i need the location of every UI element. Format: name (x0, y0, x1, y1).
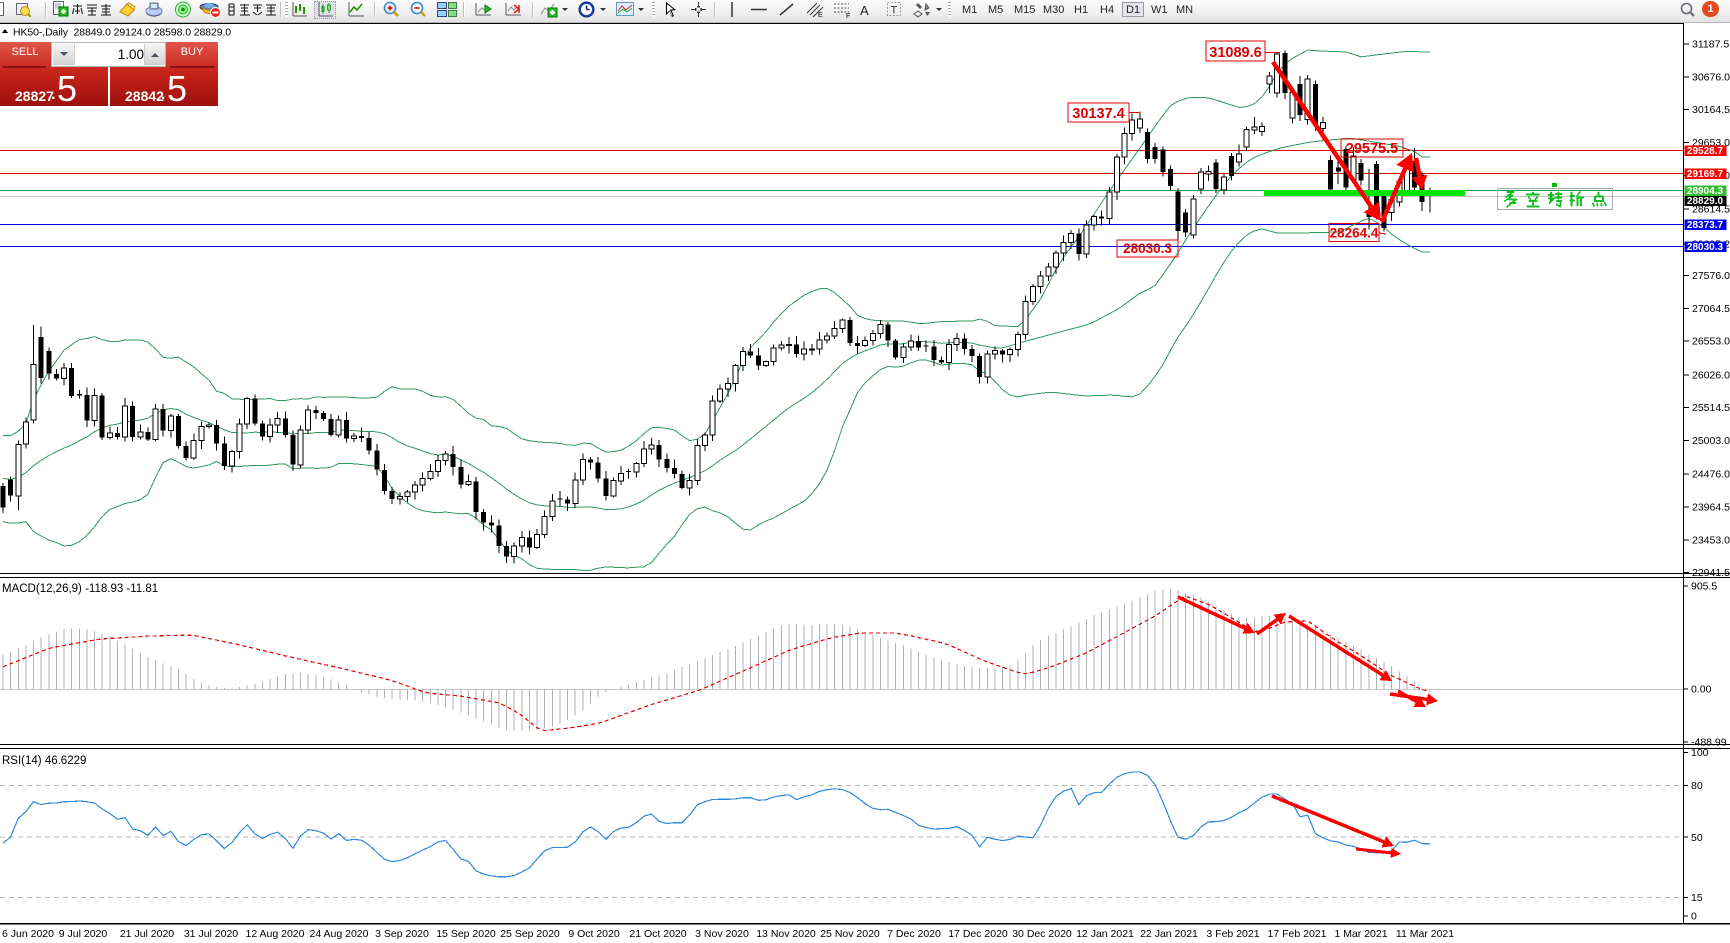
svg-text:HK50-,Daily 28849.0 29124.0 2: HK50-,Daily 28849.0 29124.0 28598.0 2882… (13, 27, 231, 39)
svg-text:100: 100 (1691, 747, 1709, 759)
svg-text:28373.7: 28373.7 (1687, 220, 1724, 231)
svg-text:28614.5: 28614.5 (1692, 203, 1730, 215)
svg-text:26553.0: 26553.0 (1692, 336, 1730, 348)
svg-text:24 Aug 2020: 24 Aug 2020 (310, 928, 369, 940)
svg-text:25 Sep 2020: 25 Sep 2020 (500, 928, 560, 940)
svg-text:7 Dec 2020: 7 Dec 2020 (887, 928, 941, 940)
svg-text:6 Jun 2020: 6 Jun 2020 (2, 928, 54, 940)
svg-text:17 Dec 2020: 17 Dec 2020 (948, 928, 1008, 940)
svg-text:11 Mar 2021: 11 Mar 2021 (1396, 928, 1454, 940)
svg-text:22 Jan 2021: 22 Jan 2021 (1140, 928, 1198, 940)
svg-text:3 Nov 2020: 3 Nov 2020 (695, 928, 749, 940)
svg-text:28829.0: 28829.0 (1687, 196, 1724, 207)
svg-text:E: E (818, 12, 823, 18)
svg-text:31 Jul 2020: 31 Jul 2020 (184, 928, 238, 940)
svg-text:0.00: 0.00 (1691, 684, 1712, 696)
svg-text:15 Sep 2020: 15 Sep 2020 (436, 928, 496, 940)
svg-text:12 Aug 2020: 12 Aug 2020 (246, 928, 305, 940)
svg-text:3 Sep 2020: 3 Sep 2020 (375, 928, 429, 940)
svg-text:28904.3: 28904.3 (1687, 186, 1724, 197)
svg-text:30676.0: 30676.0 (1692, 71, 1730, 83)
svg-text:3 Feb 2021: 3 Feb 2021 (1206, 928, 1259, 940)
svg-text:29169.7: 29169.7 (1687, 169, 1724, 180)
svg-text:30164.5: 30164.5 (1692, 104, 1730, 116)
svg-text:17 Feb 2021: 17 Feb 2021 (1268, 928, 1327, 940)
svg-text:23453.0: 23453.0 (1692, 534, 1730, 546)
svg-text:26026.0: 26026.0 (1692, 369, 1730, 381)
svg-text:30 Dec 2020: 30 Dec 2020 (1012, 928, 1072, 940)
svg-text:50: 50 (1691, 832, 1703, 844)
svg-text:22941.5: 22941.5 (1692, 567, 1730, 579)
svg-text:31089.6: 31089.6 (1209, 45, 1261, 61)
svg-text:31187.5: 31187.5 (1692, 39, 1729, 51)
svg-text:MACD(12,26,9) -118.93 -11.81: MACD(12,26,9) -118.93 -11.81 (2, 583, 158, 595)
svg-text:80: 80 (1691, 780, 1703, 792)
svg-text:13 Nov 2020: 13 Nov 2020 (756, 928, 816, 940)
svg-text:F: F (846, 13, 850, 18)
svg-text:9 Jul 2020: 9 Jul 2020 (59, 928, 108, 940)
svg-text:25003.0: 25003.0 (1692, 435, 1730, 447)
svg-text:T: T (891, 5, 898, 17)
svg-text:24476.0: 24476.0 (1692, 469, 1730, 481)
svg-text:29528.7: 29528.7 (1687, 146, 1724, 157)
svg-text:29575.5: 29575.5 (1346, 141, 1398, 157)
svg-text:30137.4: 30137.4 (1072, 106, 1124, 122)
svg-text:0: 0 (1691, 910, 1697, 922)
svg-text:28264.4: 28264.4 (1330, 226, 1379, 241)
svg-text:21 Jul 2020: 21 Jul 2020 (120, 928, 174, 940)
svg-text:25 Nov 2020: 25 Nov 2020 (820, 928, 880, 940)
svg-text:27064.5: 27064.5 (1692, 303, 1730, 315)
svg-text:12 Jan 2021: 12 Jan 2021 (1076, 928, 1134, 940)
svg-text:27576.0: 27576.0 (1692, 270, 1730, 282)
svg-text:15: 15 (1691, 892, 1703, 904)
svg-text:1 Mar 2021: 1 Mar 2021 (1334, 928, 1387, 940)
svg-text:-488.99: -488.99 (1691, 737, 1727, 749)
svg-text:25514.5: 25514.5 (1692, 402, 1730, 414)
svg-text:9 Oct 2020: 9 Oct 2020 (568, 928, 620, 940)
svg-text:28030.3: 28030.3 (1687, 242, 1724, 253)
svg-text:23964.5: 23964.5 (1692, 502, 1730, 514)
svg-text:28030.3: 28030.3 (1123, 241, 1172, 256)
svg-text:RSI(14) 46.6229: RSI(14) 46.6229 (2, 755, 86, 767)
svg-text:905.5: 905.5 (1691, 581, 1717, 593)
svg-text:21 Oct 2020: 21 Oct 2020 (629, 928, 686, 940)
